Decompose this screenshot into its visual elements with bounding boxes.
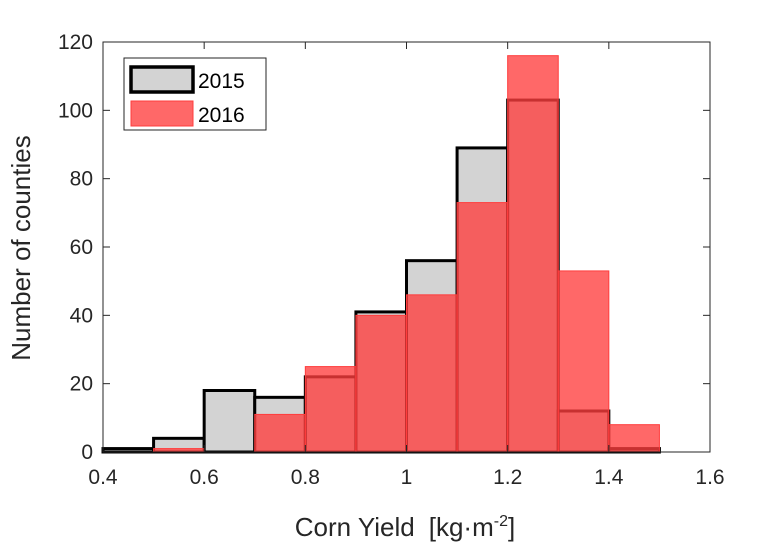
y-tick-label-2: 40	[70, 304, 93, 327]
bar-2016-8	[507, 55, 559, 453]
legend-swatch-2015	[129, 65, 195, 94]
bar-2016-3	[254, 413, 306, 453]
bar-2016-4	[304, 366, 357, 453]
bar-2016-6	[406, 294, 458, 453]
axes: 0.4 0.6 0.8 1 1.2 1.4 1.6 0 20 40 60 80 100 120	[58, 31, 725, 489]
bar-2016-7	[456, 202, 509, 453]
y-tick-label-6: 120	[58, 31, 93, 54]
y-tick-label-4: 80	[70, 168, 93, 191]
x-tick-label-1: 0.6	[190, 466, 219, 489]
bar-2016-5	[355, 314, 407, 453]
x-axis-label: Corn Yield	[295, 512, 415, 542]
bar-2015-0	[101, 447, 156, 454]
x-tick-label-2: 0.8	[291, 466, 320, 489]
x-tick-label-5: 1.4	[594, 466, 624, 489]
x-axis-units-close: ]	[508, 512, 515, 542]
legend-label-2016: 2016	[198, 104, 245, 127]
x-tick-label-3: 1	[401, 466, 413, 489]
y-tick-label-5: 100	[58, 99, 93, 122]
legend-swatch-2016	[130, 100, 194, 127]
x-tick-label-4: 1.2	[493, 466, 522, 489]
bar-2015-2	[202, 389, 257, 454]
legend-label-2015: 2015	[198, 70, 245, 93]
bar-2016-10	[608, 424, 660, 453]
y-tick-label-0: 0	[81, 441, 93, 464]
y-tick-label-3: 60	[70, 236, 93, 259]
y-tick-label-1: 20	[70, 373, 93, 396]
series-2016-bars	[153, 55, 660, 453]
x-tick-label-0: 0.4	[88, 466, 118, 489]
x-tick-label-6: 1.6	[695, 466, 724, 489]
legend: 2015 2016	[123, 57, 267, 131]
x-axis-exponent: -2	[494, 513, 508, 530]
x-axis-units: [kg·m	[429, 512, 494, 542]
bar-2016-1	[153, 448, 205, 453]
y-axis-title: Number of counties	[6, 135, 36, 360]
x-axis-title: Corn Yield [kg·m-2]	[295, 512, 515, 542]
bar-2016-9	[557, 270, 610, 453]
